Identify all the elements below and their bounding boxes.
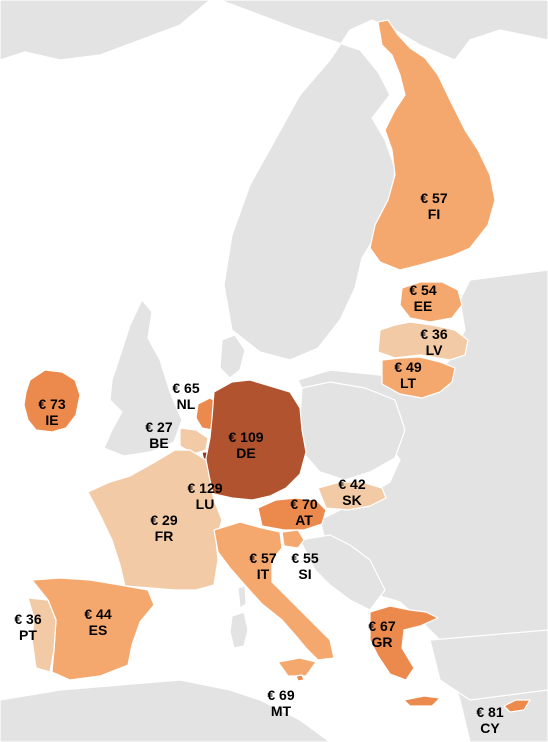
label-ie: € 73 IE bbox=[38, 396, 66, 428]
country-shape-crete bbox=[403, 695, 441, 707]
country-shape-it bbox=[213, 521, 335, 661]
sardinia-land bbox=[229, 611, 249, 649]
label-pt: € 36 PT bbox=[14, 611, 42, 643]
corsica-land bbox=[237, 585, 247, 609]
britain-land bbox=[103, 299, 183, 457]
label-sk: € 42 SK bbox=[338, 476, 366, 508]
turkey-land bbox=[429, 629, 548, 701]
country-shape-si bbox=[281, 529, 305, 549]
label-at: € 70 AT bbox=[290, 496, 318, 528]
label-fr: € 29 FR bbox=[150, 512, 178, 544]
country-shape-ee bbox=[399, 281, 463, 323]
label-es: € 44 ES bbox=[84, 606, 112, 638]
label-it: € 57 IT bbox=[249, 550, 277, 582]
country-shape-ie bbox=[23, 369, 81, 433]
country-shape-be bbox=[179, 427, 209, 455]
label-fi: € 57 FI bbox=[420, 190, 448, 222]
country-shape-fi bbox=[369, 19, 496, 271]
label-nl: € 65 NL bbox=[172, 380, 200, 412]
iceland-norway-north-land bbox=[0, 0, 211, 61]
label-cy: € 81 CY bbox=[476, 704, 504, 736]
country-shape-lv bbox=[377, 321, 469, 361]
label-lt: € 49 LT bbox=[394, 359, 422, 391]
scandinavia-land bbox=[0, 0, 548, 361]
label-si: € 55 SI bbox=[291, 550, 319, 582]
label-ee: € 54 EE bbox=[409, 282, 437, 314]
label-be: € 27 BE bbox=[145, 419, 173, 451]
country-shape-mt bbox=[295, 674, 305, 682]
country-shape-lt bbox=[381, 356, 456, 399]
country-shape-de bbox=[205, 379, 307, 501]
label-mt: € 69 MT bbox=[267, 687, 295, 719]
label-lv: € 36 LV bbox=[420, 326, 448, 358]
country-shape-at bbox=[257, 497, 327, 531]
country-shape-sicily bbox=[277, 657, 317, 677]
north-africa-land bbox=[0, 679, 331, 742]
country-shape-cy bbox=[503, 699, 531, 713]
denmark-land bbox=[219, 334, 246, 379]
balkans-land bbox=[299, 534, 386, 611]
label-lu: € 129 LU bbox=[187, 480, 223, 512]
label-gr: € 67 GR bbox=[368, 618, 396, 650]
country-shape-gr bbox=[369, 605, 439, 681]
country-shape-pt bbox=[27, 597, 57, 673]
country-shape-sk bbox=[317, 481, 387, 511]
label-de: € 109 DE bbox=[228, 429, 264, 461]
